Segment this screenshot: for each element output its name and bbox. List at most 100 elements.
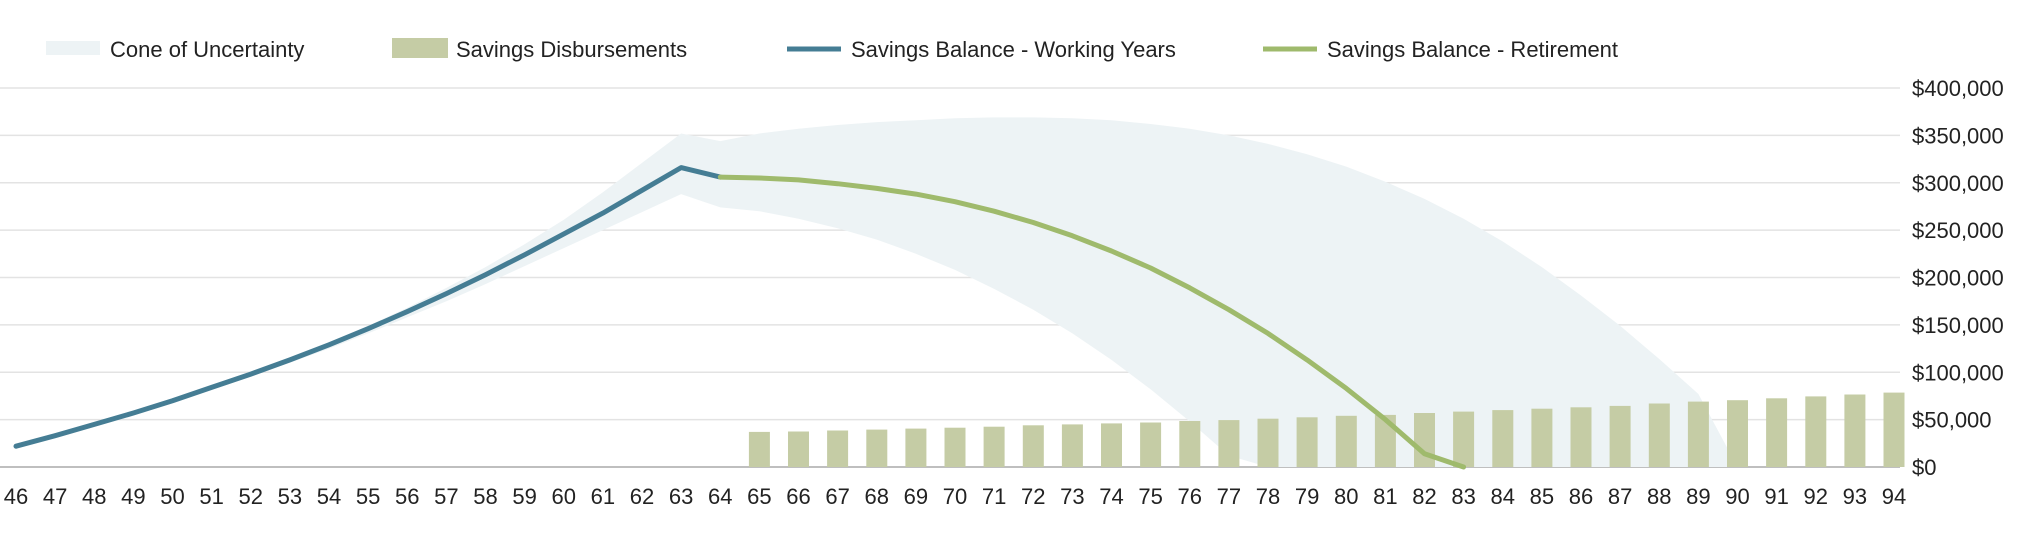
x-tick-label: 80 xyxy=(1334,484,1358,509)
x-tick-label: 51 xyxy=(199,484,223,509)
disbursement-bar xyxy=(1140,422,1162,467)
x-tick-label: 78 xyxy=(1256,484,1280,509)
x-tick-label: 81 xyxy=(1373,484,1397,509)
x-tick-label: 54 xyxy=(317,484,341,509)
cone-of-uncertainty-band xyxy=(16,117,1738,468)
x-tick-label: 62 xyxy=(630,484,654,509)
y-tick-label: $200,000 xyxy=(1912,266,2004,291)
x-tick-label: 55 xyxy=(356,484,380,509)
x-tick-label: 72 xyxy=(1021,484,1045,509)
x-tick-label: 61 xyxy=(591,484,615,509)
x-tick-label: 67 xyxy=(825,484,849,509)
x-tick-label: 91 xyxy=(1764,484,1788,509)
disbursement-bar xyxy=(1844,394,1866,467)
x-tick-label: 49 xyxy=(121,484,145,509)
x-tick-label: 71 xyxy=(982,484,1006,509)
x-tick-label: 64 xyxy=(708,484,732,509)
x-tick-label: 47 xyxy=(43,484,67,509)
disbursement-bar xyxy=(1570,407,1592,467)
y-tick-label: $250,000 xyxy=(1912,218,2004,243)
x-tick-label: 60 xyxy=(552,484,576,509)
x-tick-label: 88 xyxy=(1647,484,1671,509)
legend-label: Cone of Uncertainty xyxy=(110,37,304,62)
x-tick-label: 50 xyxy=(160,484,184,509)
disbursement-bar xyxy=(1492,410,1514,467)
legend: Cone of Uncertainty Savings Disbursements… xyxy=(46,37,1618,62)
disbursement-bar xyxy=(1414,413,1435,467)
disbursement-bar xyxy=(1687,401,1709,467)
x-tick-label: 75 xyxy=(1138,484,1162,509)
disbursement-bar xyxy=(944,427,966,467)
x-tick-label: 92 xyxy=(1804,484,1828,509)
x-tick-label: 65 xyxy=(747,484,771,509)
x-tick-label: 82 xyxy=(1412,484,1436,509)
legend-swatch-area xyxy=(46,41,100,55)
disbursement-bar xyxy=(1061,424,1083,467)
disbursement-bar xyxy=(983,426,1005,467)
x-tick-label: 76 xyxy=(1178,484,1202,509)
x-tick-label: 57 xyxy=(434,484,458,509)
disbursement-bar xyxy=(1727,400,1748,467)
disbursement-bar xyxy=(788,431,809,467)
disbursement-bar xyxy=(1374,414,1396,467)
legend-item: Cone of Uncertainty xyxy=(46,37,304,62)
x-tick-label: 79 xyxy=(1295,484,1319,509)
x-tick-label: 90 xyxy=(1725,484,1749,509)
y-tick-label: $400,000 xyxy=(1912,76,2004,101)
disbursement-bar xyxy=(1805,396,1827,467)
disbursement-bar xyxy=(1648,403,1670,467)
x-tick-label: 70 xyxy=(943,484,967,509)
y-tick-label: $150,000 xyxy=(1912,313,2004,338)
legend-item: Savings Balance - Retirement xyxy=(1263,37,1618,62)
legend-item: Savings Balance - Working Years xyxy=(787,37,1176,62)
x-tick-label: 87 xyxy=(1608,484,1632,509)
disbursement-bar xyxy=(1609,405,1631,467)
x-tick-label: 69 xyxy=(904,484,928,509)
disbursement-bar xyxy=(1257,418,1279,467)
disbursement-bar xyxy=(1453,411,1475,467)
x-tick-label: 73 xyxy=(1060,484,1084,509)
legend-label: Savings Balance - Working Years xyxy=(851,37,1176,62)
y-tick-label: $50,000 xyxy=(1912,408,1992,433)
x-tick-label: 89 xyxy=(1686,484,1710,509)
cone-of-uncertainty-area xyxy=(16,117,1738,468)
x-tick-label: 86 xyxy=(1569,484,1593,509)
disbursement-bar xyxy=(1335,415,1357,467)
disbursement-bar xyxy=(827,430,849,467)
x-tick-label: 94 xyxy=(1882,484,1906,509)
savings-balance-working-years-line xyxy=(13,165,723,449)
disbursement-bar xyxy=(1296,417,1318,467)
legend-label: Savings Balance - Retirement xyxy=(1327,37,1618,62)
x-tick-label: 74 xyxy=(1099,484,1123,509)
x-tick-label: 68 xyxy=(865,484,889,509)
disbursement-bar xyxy=(866,429,888,467)
x-tick-label: 93 xyxy=(1843,484,1867,509)
disbursement-bar xyxy=(1766,398,1788,467)
disbursement-bar xyxy=(1218,420,1240,467)
x-tick-label: 48 xyxy=(82,484,106,509)
legend-label: Savings Disbursements xyxy=(456,37,687,62)
disbursement-bar xyxy=(1531,408,1553,467)
y-tick-label: $0 xyxy=(1912,455,1936,480)
y-tick-label: $100,000 xyxy=(1912,360,2004,385)
x-tick-label: 56 xyxy=(395,484,419,509)
x-tick-label: 77 xyxy=(1217,484,1241,509)
legend-item: Savings Disbursements xyxy=(392,37,687,62)
x-tick-label: 46 xyxy=(4,484,28,509)
savings-balance-retirement-line xyxy=(717,174,1467,470)
x-tick-label: 59 xyxy=(512,484,536,509)
disbursement-bar xyxy=(1179,421,1201,467)
x-tick-label: 53 xyxy=(278,484,302,509)
disbursement-bar xyxy=(1022,425,1044,467)
y-tick-label: $350,000 xyxy=(1912,123,2004,148)
x-tick-label: 52 xyxy=(239,484,263,509)
x-tick-label: 63 xyxy=(669,484,693,509)
axes: $0 $50,000 $100,000 $150,000 $200,000 $250,00… xyxy=(4,76,2004,509)
x-tick-label: 83 xyxy=(1451,484,1475,509)
y-tick-label: $300,000 xyxy=(1912,171,2004,196)
savings-balance-lines xyxy=(13,165,1467,470)
x-tick-label: 85 xyxy=(1530,484,1554,509)
disbursement-bar xyxy=(1883,392,1905,467)
disbursement-bar xyxy=(748,431,770,467)
